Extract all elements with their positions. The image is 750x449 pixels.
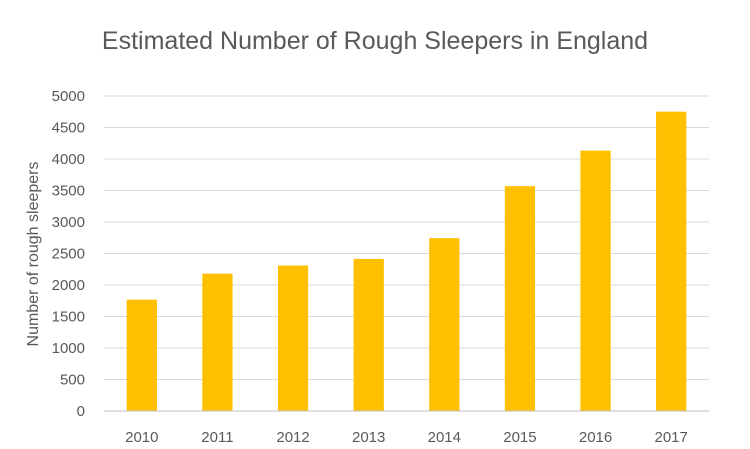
bar-2016 — [580, 150, 611, 412]
bar-2015 — [504, 186, 536, 411]
y-axis-title: Number of rough sleepers — [25, 162, 42, 347]
y-axis-ticks: 0 500 1000 1500 2000 2500 3000 3500 4000 4500 5000 — [52, 88, 85, 420]
chart-title: Estimated Number of Rough Sleepers in En… — [102, 27, 648, 55]
bar-2012 — [277, 265, 309, 411]
bars — [126, 111, 687, 412]
x-tick-label: 2013 — [352, 429, 385, 446]
y-tick-label: 3000 — [52, 214, 85, 231]
bar-2017 — [656, 111, 687, 411]
x-tick-label: 2017 — [655, 429, 688, 446]
x-tick-label: 2010 — [125, 429, 158, 446]
y-tick-label: 2500 — [52, 246, 85, 263]
x-tick-label: 2012 — [276, 429, 309, 446]
y-tick-label: 500 — [60, 372, 85, 389]
x-tick-label: 2014 — [428, 429, 461, 446]
x-tick-label: 2011 — [201, 429, 233, 446]
y-tick-label: 4000 — [52, 151, 85, 168]
bar-2011 — [202, 273, 233, 411]
y-tick-label: 1000 — [52, 340, 85, 357]
gridlines — [104, 95, 709, 380]
x-tick-label: 2015 — [503, 429, 536, 446]
y-tick-label: 3500 — [52, 183, 85, 200]
y-tick-label: 1500 — [52, 309, 85, 326]
bar-2010 — [126, 299, 157, 411]
x-tick-label: 2016 — [579, 429, 612, 446]
bar-2013 — [353, 258, 384, 411]
x-axis-ticks: 2010 2011 2012 2013 2014 2015 2016 2017 — [125, 429, 688, 446]
bar-2014 — [429, 238, 460, 411]
y-tick-label: 5000 — [52, 88, 85, 105]
y-tick-label: 4500 — [52, 120, 85, 137]
y-tick-label: 2000 — [52, 277, 85, 294]
y-tick-label: 0 — [77, 403, 85, 420]
